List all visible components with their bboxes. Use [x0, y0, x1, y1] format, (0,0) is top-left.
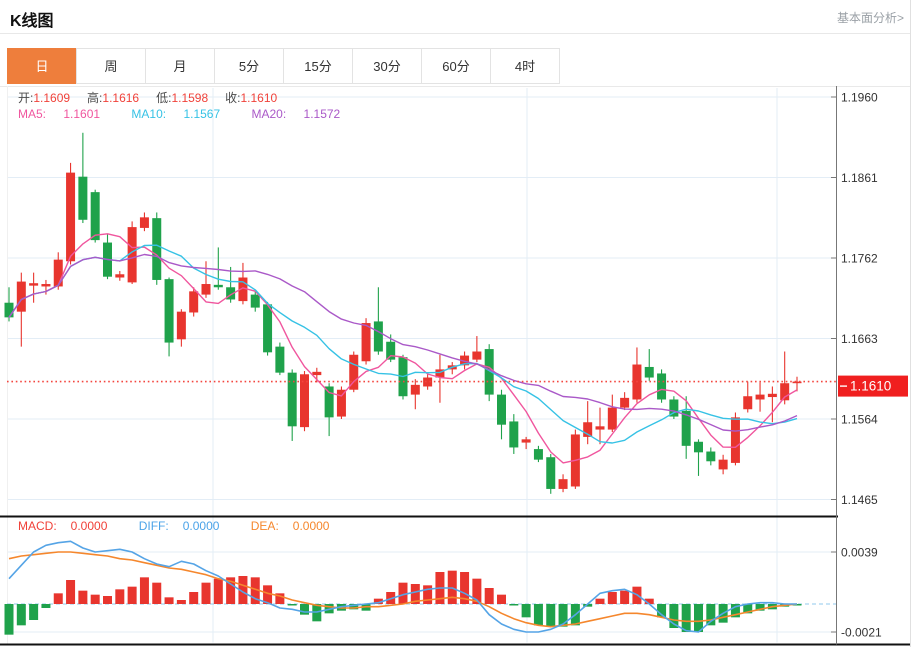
ma5-line [8, 233, 798, 464]
svg-text:1.1465: 1.1465 [841, 493, 878, 507]
candles [4, 132, 802, 494]
diff-line [8, 540, 797, 633]
title-divider [0, 33, 910, 34]
svg-text:1.1663: 1.1663 [841, 332, 878, 346]
close-label: 收: [225, 91, 241, 105]
macd-legend: MACD: 0.0000 DIFF: 0.0000 DEA: 0.0000 [18, 519, 357, 533]
tab-30min[interactable]: 30分 [352, 48, 422, 84]
svg-text:1.1564: 1.1564 [841, 413, 878, 427]
svg-text:1.1861: 1.1861 [841, 171, 878, 185]
tab-4hour[interactable]: 4时 [490, 48, 560, 84]
interval-tab-bar: 日 周 月 5分 15分 30分 60分 4时 [7, 48, 560, 84]
tab-60min[interactable]: 60分 [421, 48, 491, 84]
macd-legend-item: MACD: 0.0000 [18, 519, 108, 533]
tab-week[interactable]: 周 [76, 48, 146, 84]
dea-legend-item: DEA: 0.0000 [250, 519, 330, 533]
tab-5min[interactable]: 5分 [214, 48, 284, 84]
diff-legend-item: DIFF: 0.0000 [138, 519, 220, 533]
open-label: 开: [18, 91, 34, 105]
svg-text:1.1762: 1.1762 [841, 252, 878, 266]
ma5-legend-item: MA5: 1.1601 [18, 107, 101, 121]
low-label: 低: [156, 91, 172, 105]
svg-text:1.1610: 1.1610 [850, 379, 891, 394]
tab-15min[interactable]: 15分 [283, 48, 353, 84]
open-value: 1.1609 [33, 91, 71, 105]
current-price-badge: 1.1610 [838, 375, 908, 397]
tab-day[interactable]: 日 [7, 48, 77, 84]
svg-text:1.1960: 1.1960 [841, 91, 878, 105]
ma10-line [8, 244, 798, 444]
page-title: K线图 [10, 13, 54, 30]
price-axis: 1.1960 1.1861 1.1762 1.1663 1.1564 1.1465 0.00… [831, 86, 882, 645]
fundamental-analysis-link[interactable]: 基本面分析> [836, 11, 904, 25]
tab-month[interactable]: 月 [145, 48, 215, 84]
ma-legend: MA5: 1.1601 MA10: 1.1567 MA20: 1.1572 [18, 107, 368, 121]
close-value: 1.1610 [240, 91, 278, 105]
ma20-legend-item: MA20: 1.1572 [251, 107, 341, 121]
svg-text:-0.0021: -0.0021 [841, 626, 882, 640]
high-value: 1.1616 [102, 91, 140, 105]
svg-text:0.0039: 0.0039 [841, 546, 878, 560]
ma20-line [8, 253, 798, 432]
ma10-legend-item: MA10: 1.1567 [131, 107, 221, 121]
macd-histogram [4, 570, 802, 635]
ohlc-legend: 开:1.1609 高:1.1616 低:1.1598 收:1.1610 [18, 89, 294, 106]
low-value: 1.1598 [171, 91, 209, 105]
high-label: 高: [87, 91, 103, 105]
